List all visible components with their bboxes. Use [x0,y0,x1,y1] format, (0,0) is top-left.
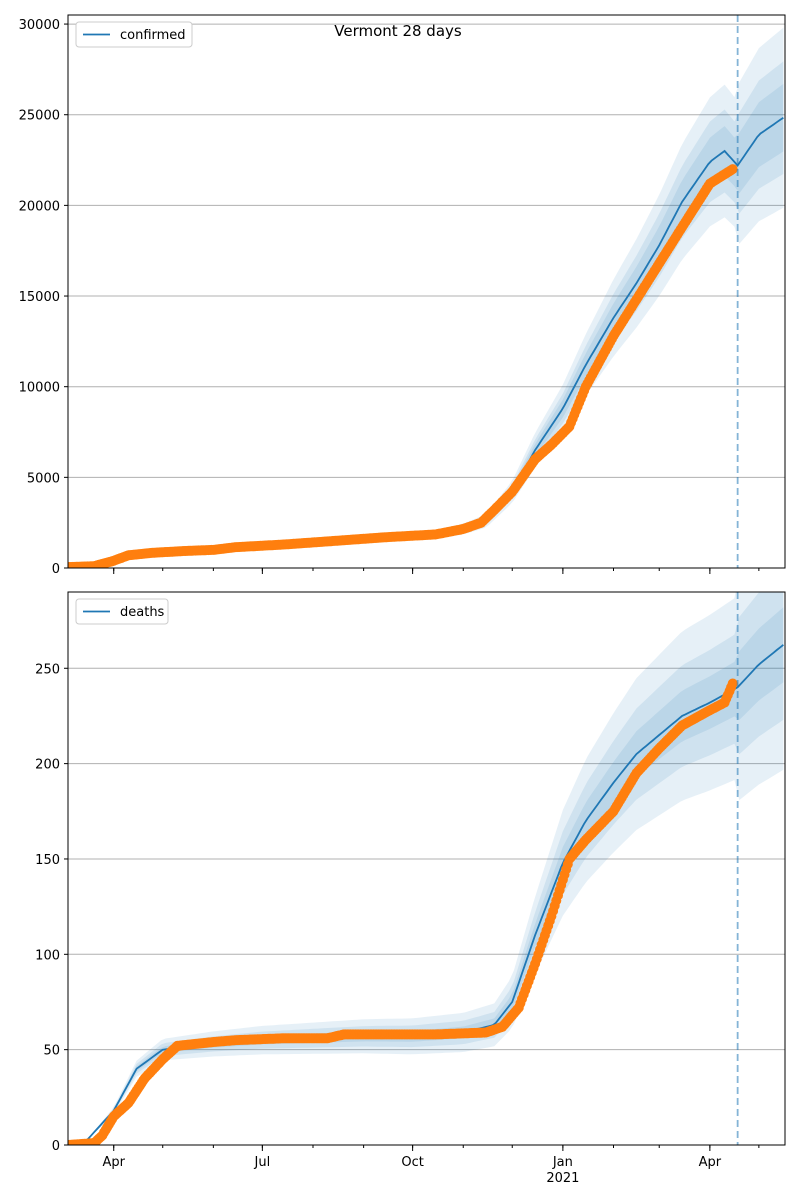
x-tick-year-label: 2021 [546,1171,579,1186]
y-tick-label: 50 [43,1044,60,1059]
x-tick-label: Oct [401,1155,423,1170]
y-tick-label: 150 [35,853,60,868]
plot-frame [67,14,786,569]
data-point [727,164,738,175]
model-line-deaths [68,644,784,1145]
uncertainty-band [68,83,784,568]
uncertainty-band [68,61,784,568]
legend-box [75,598,169,625]
y-tick-label: 30000 [19,18,60,33]
legend: confirmed [75,21,193,48]
y-tick-label: 250 [35,662,60,677]
legend-label: deaths [120,605,165,620]
x-tick-label: Jan [552,1155,573,1170]
y-tick-label: 25000 [19,109,60,124]
uncertainty-bands [68,27,784,568]
y-tick-label: 10000 [19,381,60,396]
y-tick-label: 20000 [19,199,60,214]
x-tick-label: Apr [102,1155,125,1170]
chart-title: Vermont 28 days [334,22,462,40]
y-tick-label: 100 [35,948,60,963]
y-tick-label: 5000 [27,471,60,486]
legend: deaths [75,598,169,625]
y-tick-label: 200 [35,758,60,773]
data-point [727,678,738,689]
y-tick-label: 0 [52,1139,60,1154]
uncertainty-band [68,592,784,1145]
observed-points [68,164,738,568]
uncertainty-band [68,27,784,568]
y-tick-label: 15000 [19,290,60,305]
panel-confirmed: 0 5000 10000 15000 20000 25000 30000 confirmed [19,14,786,577]
y-tick-label: 0 [52,562,60,577]
observed-points [68,678,738,1145]
legend-box [75,21,193,48]
x-tick-label: Jul [254,1155,271,1170]
chart-panels: 050001000015000200002500030000confirmed0… [19,14,786,1186]
plot-frame [67,591,786,1146]
legend-label: confirmed [120,28,186,43]
x-tick-label: Apr [699,1155,722,1170]
